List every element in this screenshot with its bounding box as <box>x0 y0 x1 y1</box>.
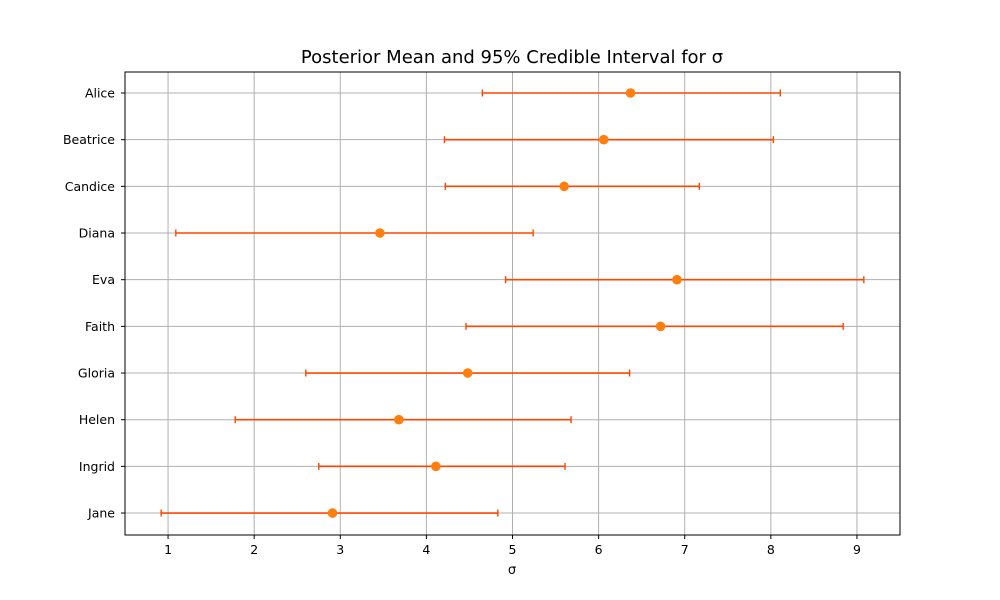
y-tick-label: Jane <box>87 506 115 521</box>
mean-point <box>559 181 569 192</box>
mean-point <box>394 414 404 425</box>
x-tick-label: 4 <box>422 542 430 557</box>
x-tick-label: 7 <box>681 542 689 557</box>
y-tick-label: Diana <box>79 226 115 241</box>
y-tick-label: Helen <box>79 412 115 427</box>
x-tick-label: 9 <box>853 542 861 557</box>
y-tick-label: Ingrid <box>79 459 115 474</box>
mean-point <box>375 228 385 238</box>
y-tick-label: Candice <box>65 179 116 194</box>
x-tick-label: 6 <box>595 542 603 557</box>
mean-point <box>462 368 473 378</box>
y-tick-label: Faith <box>85 319 115 334</box>
x-tick-label: 2 <box>250 542 258 557</box>
y-tick-layer: Alice Beatrice Candice Diana Eva Faith Gloria H… <box>63 86 125 521</box>
y-tick-label: Eva <box>92 272 115 287</box>
mean-point <box>672 274 682 285</box>
series-layer <box>160 88 865 518</box>
x-tick-label: 8 <box>767 542 775 557</box>
y-tick-label: Beatrice <box>63 132 115 147</box>
mean-point <box>625 88 636 98</box>
chart-title: Posterior Mean and 95% Credible Interval… <box>301 47 723 68</box>
x-tick-label: 3 <box>336 542 344 557</box>
x-tick-label: 5 <box>509 542 517 557</box>
mean-point <box>431 461 441 472</box>
mean-point <box>327 508 338 518</box>
x-tick-label: 1 <box>164 542 172 557</box>
mean-point <box>598 134 609 145</box>
grid-layer <box>125 72 900 535</box>
x-tick-layer: 1 2 3 4 5 6 7 8 9 <box>164 535 861 557</box>
y-tick-label: Gloria <box>78 366 115 381</box>
y-tick-label: Alice <box>85 86 115 101</box>
mean-point <box>655 321 666 332</box>
x-axis-label: σ <box>508 563 516 578</box>
